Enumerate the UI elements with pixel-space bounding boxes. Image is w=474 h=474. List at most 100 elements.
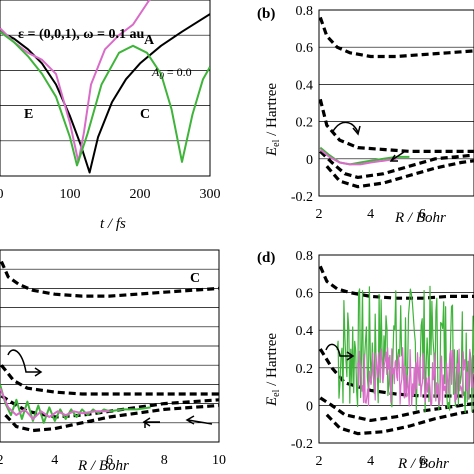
x-tick-label: 100 (60, 187, 81, 202)
panel-c-arrowhead-2 (142, 417, 151, 427)
y-tick-label: 0.6 (296, 287, 314, 302)
y-tick-label: 0.2 (296, 116, 314, 131)
panel-a-title: ε = (0,0,1), ω = 0.1 au (18, 27, 144, 42)
x-tick-label: 2 (316, 207, 323, 222)
panel-b-y-label-unit: / Hartree (264, 83, 280, 140)
panel-a-series (0, 0, 210, 174)
panel-c-x-ticks: 2 4 6 8 10 (0, 453, 226, 468)
panel-a-A0-value: = 0.0 (164, 65, 192, 79)
series-bottom-line (325, 409, 474, 436)
y-tick-label: 0.4 (296, 78, 314, 93)
panel-b-y-label: Eel / Hartree (264, 83, 282, 157)
x-tick-label: 6 (419, 454, 426, 469)
panel-a-plot-frame (0, 0, 211, 177)
panel-d-label: (d) (257, 250, 275, 266)
x-tick-label: 200 (130, 187, 151, 202)
panel-c-x-label: R / Bohr (77, 458, 129, 474)
panel-d-y-label-sub: el (271, 389, 282, 396)
panel-c-arrow-3 (187, 419, 213, 425)
panel-b-arrows (331, 121, 405, 162)
x-tick-label: 2 (0, 453, 4, 468)
x-tick-label: 4 (51, 453, 58, 468)
panel-d-curved-arrow (325, 343, 352, 357)
panel-b-curved-arrow (331, 121, 359, 134)
panel-c-arrows (7, 349, 213, 428)
series-black-line (0, 13, 210, 174)
panel-c-gridlines (0, 268, 219, 424)
panel-a-x-label: t / fs (100, 216, 126, 232)
series-green-line (336, 285, 474, 414)
series-bottom-line (325, 159, 474, 189)
panel-d-y-label-unit: / Hartree (264, 333, 280, 390)
x-tick-label: 4 (367, 207, 374, 222)
panel-c: C 2 4 6 8 10 R / Bohr (0, 249, 226, 474)
panel-b-plot-frame (318, 9, 474, 197)
panel-c-curved-arrow (7, 349, 40, 373)
panel-c-arrowhead-3 (185, 415, 195, 425)
panel-b-arrow-2 (391, 151, 405, 161)
panel-b-y-ticks: -0.2 0 0.2 0.4 0.6 0.8 (291, 4, 313, 205)
x-tick-label: 6 (106, 453, 113, 468)
x-tick-label: 300 (200, 187, 221, 202)
panel-d-arrowhead-1 (346, 351, 355, 361)
panel-d-y-ticks: -0.2 0 0.2 0.4 0.6 0.8 (291, 249, 313, 452)
y-tick-label: -0.2 (291, 437, 313, 452)
x-tick-label: 4 (367, 454, 374, 469)
series-lower-line (319, 396, 474, 422)
series-upper-line (319, 16, 474, 59)
y-tick-label: 0 (306, 399, 313, 414)
series-green-line (319, 146, 410, 166)
panel-b-label: (b) (257, 6, 275, 22)
panel-b-x-ticks: 2 4 6 (316, 207, 426, 222)
panel-b-series (319, 16, 474, 189)
panel-c-series (0, 260, 219, 433)
y-tick-label: 0.2 (296, 362, 314, 377)
y-tick-label: 0.8 (296, 249, 314, 264)
x-tick-label: 10 (212, 453, 226, 468)
panel-d-arrows (325, 343, 355, 361)
panel-d-x-ticks: 2 4 6 (316, 454, 426, 469)
series-pink-line (0, 387, 110, 420)
series-lower-line (319, 150, 474, 179)
series-pink-line (319, 148, 397, 166)
x-tick-label: 6 (419, 207, 426, 222)
y-tick-label: 0.6 (296, 41, 314, 56)
x-tick-label: 2 (316, 454, 323, 469)
series-upper-line (319, 265, 474, 300)
panel-b-arrowhead-2 (389, 154, 398, 162)
panel-b-arrowhead-1 (352, 125, 361, 136)
panel-a-label-A0: A0 = 0.0 (151, 65, 192, 81)
series-green-line (0, 30, 210, 167)
x-tick-label: 8 (161, 453, 168, 468)
series-middle-line (0, 364, 219, 396)
series-upper-line (0, 260, 219, 298)
series-pink-line (0, 0, 151, 163)
panel-d-y-label-E: E (264, 397, 280, 407)
panel-a: ε = (0,0,1), ω = 0.1 au A E C A0 = 0.0 0… (0, 0, 221, 232)
panel-a-A0-symbol: A (151, 65, 160, 79)
panel-a-A0-subscript: 0 (159, 71, 164, 81)
x-tick-label: 0 (0, 187, 4, 202)
panel-a-label-A: A (144, 33, 155, 48)
panel-c-arrowhead-1 (34, 367, 43, 377)
y-tick-label: 0.4 (296, 324, 314, 339)
series-bottom-line (4, 403, 219, 433)
y-tick-label: 0 (306, 153, 313, 168)
panel-b-x-label: R / Bohr (394, 210, 446, 226)
series-middle-line (319, 98, 474, 153)
panel-c-label-C: C (190, 271, 200, 286)
y-tick-label: -0.2 (291, 190, 313, 205)
series-lower-line (0, 394, 219, 419)
y-tick-label: 0.8 (296, 4, 314, 19)
series-pink-line (357, 347, 474, 407)
panel-d-series (319, 265, 474, 436)
panel-a-label-E: E (24, 107, 33, 122)
panel-a-label-C: C (140, 107, 150, 122)
panel-b-y-label-E: E (264, 147, 280, 157)
panel-a-x-ticks: 0 100 200 300 (0, 187, 221, 202)
series-middle-line (319, 348, 474, 398)
panel-b-y-label-sub: el (271, 139, 282, 146)
